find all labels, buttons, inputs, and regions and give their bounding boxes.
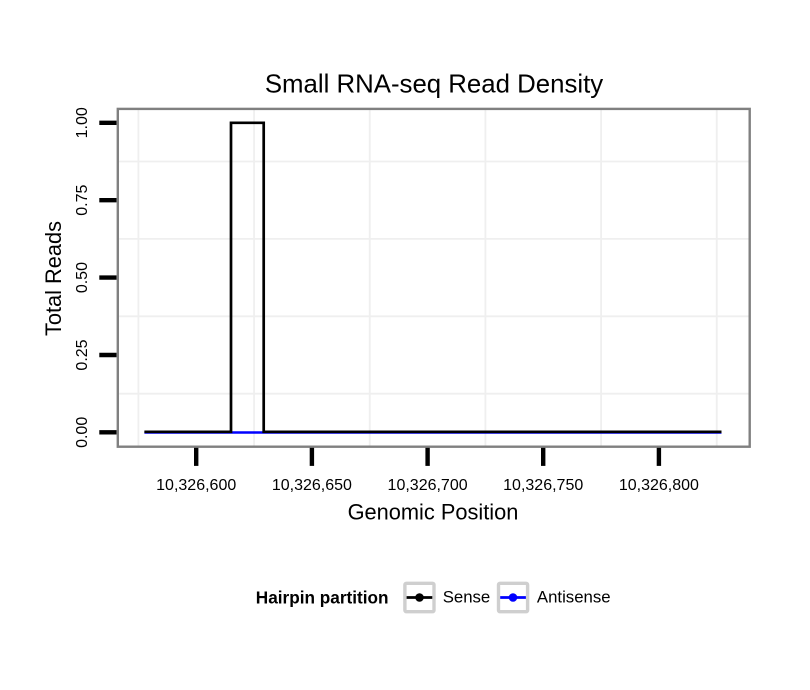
svg-text:10,326,800: 10,326,800 [619, 477, 699, 494]
svg-text:Genomic Position: Genomic Position [348, 500, 519, 525]
svg-text:Small RNA-seq Read Density: Small RNA-seq Read Density [265, 71, 603, 99]
svg-text:10,326,650: 10,326,650 [272, 477, 352, 494]
svg-text:10,326,750: 10,326,750 [503, 477, 583, 494]
svg-text:0.75: 0.75 [74, 185, 91, 216]
svg-text:0.25: 0.25 [74, 339, 91, 370]
svg-text:Total Reads: Total Reads [41, 221, 66, 336]
svg-text:10,326,700: 10,326,700 [388, 477, 468, 494]
svg-text:Hairpin partition: Hairpin partition [256, 587, 389, 607]
svg-text:10,326,600: 10,326,600 [156, 477, 236, 494]
svg-text:0.50: 0.50 [74, 262, 91, 293]
svg-text:1.00: 1.00 [74, 107, 91, 138]
svg-text:Sense: Sense [443, 588, 491, 607]
svg-text:0.00: 0.00 [74, 417, 91, 448]
svg-text:Antisense: Antisense [537, 588, 611, 607]
